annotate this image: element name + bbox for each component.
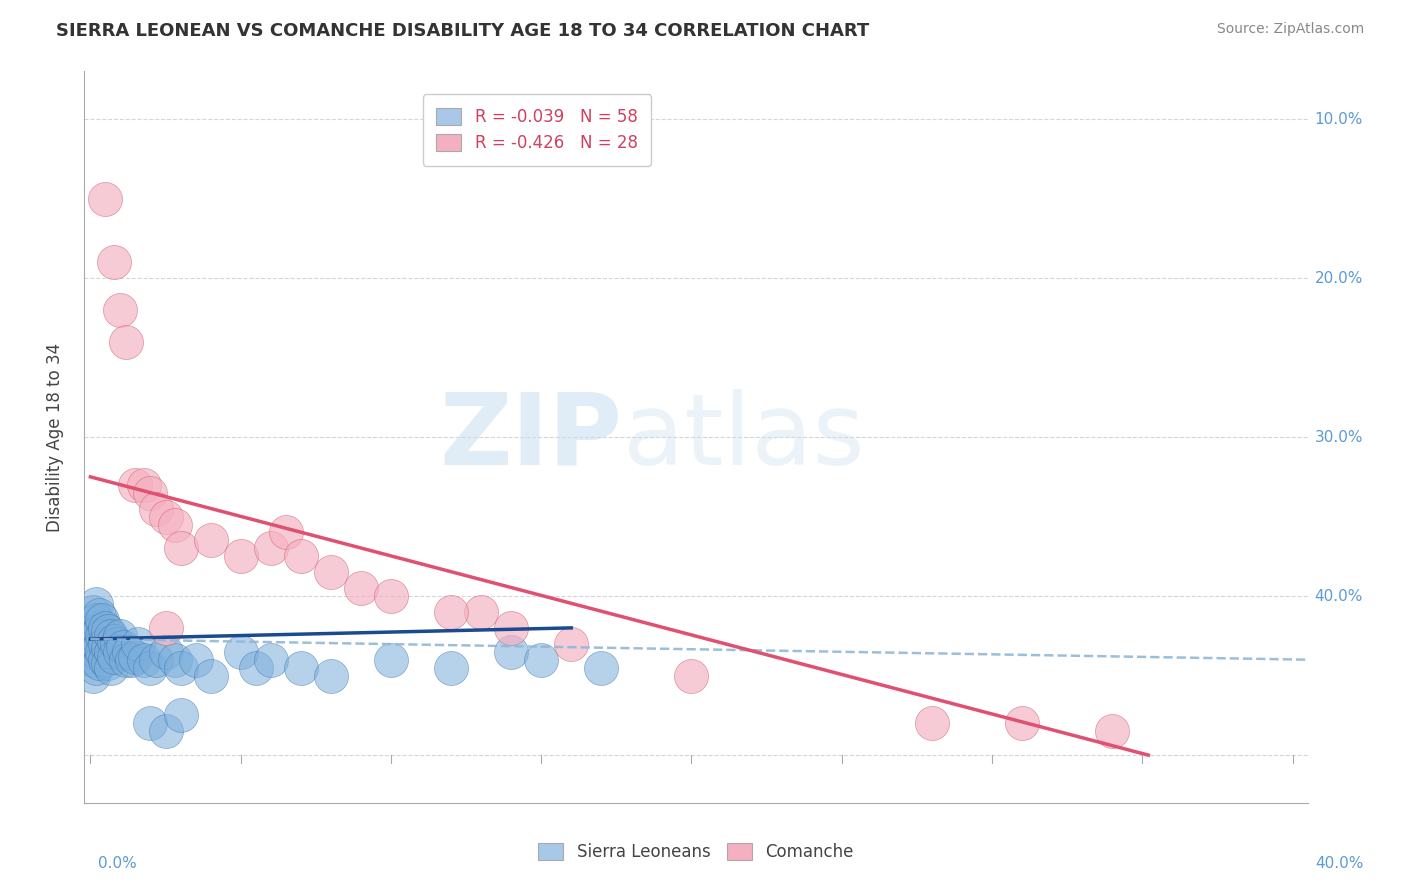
Text: ZIP: ZIP (440, 389, 623, 485)
Point (91, 645, 114, 659)
Point (229, 549, 252, 564)
Point (97, 640, 120, 654)
Point (82, 637, 104, 651)
Point (380, 653, 402, 667)
Point (145, 653, 167, 667)
Point (82, 668, 104, 682)
Point (91, 613, 114, 627)
Point (94, 637, 117, 651)
Point (86, 645, 108, 659)
Point (127, 637, 149, 651)
Point (163, 517, 186, 532)
Point (97, 624, 120, 638)
Point (921, 716, 943, 731)
Point (115, 653, 138, 667)
Point (86, 660, 108, 674)
Point (1101, 724, 1123, 739)
Point (110, 302, 132, 317)
Point (350, 581, 373, 595)
Point (440, 605, 463, 619)
Point (139, 485, 162, 500)
Point (97, 656, 120, 670)
Point (94, 621, 117, 635)
Point (89, 656, 111, 670)
Point (94, 192, 117, 206)
Point (290, 660, 312, 674)
Legend: Sierra Leoneans, Comanche: Sierra Leoneans, Comanche (531, 836, 860, 868)
Point (245, 660, 267, 674)
Point (86, 613, 108, 627)
Point (229, 645, 252, 659)
Point (115, 334, 138, 349)
Point (82, 605, 104, 619)
Point (200, 668, 222, 682)
Point (103, 633, 125, 648)
Point (163, 653, 186, 667)
Point (290, 549, 312, 564)
Y-axis label: Disability Age 18 to 34: Disability Age 18 to 34 (45, 343, 63, 532)
Point (155, 724, 177, 739)
Point (86, 629, 108, 643)
Text: 30.0%: 30.0% (1315, 430, 1362, 444)
Point (155, 645, 177, 659)
Point (89, 608, 111, 623)
Point (169, 541, 191, 556)
Text: 10.0%: 10.0% (1315, 112, 1362, 127)
Point (82, 653, 104, 667)
Text: 40.0%: 40.0% (1315, 589, 1362, 604)
Point (139, 716, 162, 731)
Point (200, 533, 222, 548)
Point (124, 649, 146, 664)
Point (107, 637, 129, 651)
Point (103, 255, 125, 269)
Text: 20.0%: 20.0% (1315, 270, 1362, 285)
Text: 0.0%: 0.0% (98, 856, 138, 871)
Point (100, 660, 122, 674)
Point (260, 653, 283, 667)
Point (155, 621, 177, 635)
Point (169, 660, 191, 674)
Point (134, 477, 156, 491)
Point (100, 645, 122, 659)
Point (89, 640, 111, 654)
Text: Source: ZipAtlas.com: Source: ZipAtlas.com (1216, 22, 1364, 37)
Point (530, 653, 553, 667)
Point (118, 645, 141, 659)
Point (110, 645, 132, 659)
Point (103, 649, 125, 664)
Point (319, 566, 342, 580)
Point (260, 541, 283, 556)
Point (380, 589, 402, 603)
Point (89, 624, 111, 638)
Point (94, 653, 117, 667)
Point (274, 525, 297, 540)
Point (681, 668, 703, 682)
Point (1011, 716, 1033, 731)
Point (319, 668, 342, 682)
Text: atlas: atlas (623, 389, 865, 485)
Point (155, 509, 177, 524)
Point (134, 653, 156, 667)
Point (169, 708, 191, 723)
Point (91, 629, 114, 643)
Text: 40.0%: 40.0% (1316, 856, 1364, 871)
Point (121, 653, 143, 667)
Point (501, 621, 523, 635)
Point (591, 660, 613, 674)
Text: SIERRA LEONEAN VS COMANCHE DISABILITY AGE 18 TO 34 CORRELATION CHART: SIERRA LEONEAN VS COMANCHE DISABILITY AG… (56, 22, 869, 40)
Point (440, 660, 463, 674)
Point (145, 501, 167, 516)
Point (560, 637, 582, 651)
Point (124, 477, 146, 491)
Point (184, 653, 207, 667)
Point (139, 660, 162, 674)
Point (82, 621, 104, 635)
Point (110, 629, 132, 643)
Point (86, 597, 108, 611)
Point (501, 645, 523, 659)
Point (112, 640, 135, 654)
Point (100, 629, 122, 643)
Point (470, 605, 492, 619)
